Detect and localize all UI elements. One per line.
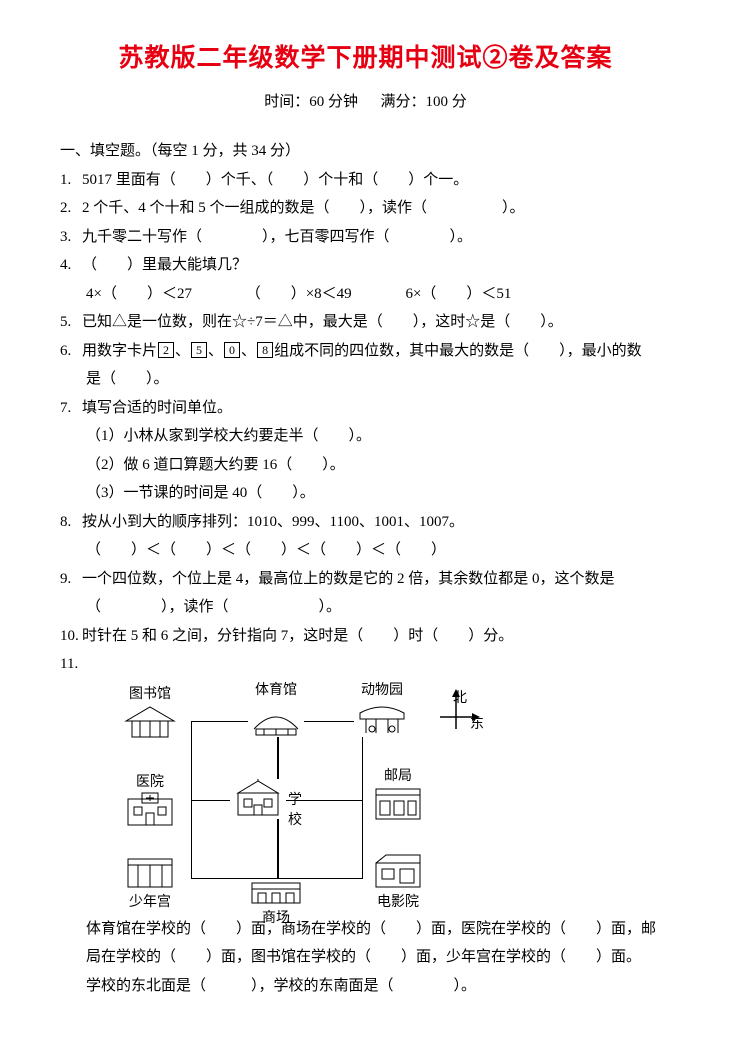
place-hospital: 医院 bbox=[122, 771, 178, 829]
score-label: 满分：100 分 bbox=[381, 94, 467, 110]
mall-label: 商场 bbox=[248, 907, 304, 927]
q9-text-a: 一个四位数，个位上是 4，最高位上的数是它的 2 倍，其余数位都是 0，这个数是 bbox=[82, 571, 615, 587]
cinema-label: 电影院 bbox=[370, 891, 426, 911]
building-icon bbox=[122, 853, 178, 891]
gym-label: 体育馆 bbox=[248, 679, 304, 699]
time-label: 时间：60 分钟 bbox=[264, 94, 358, 110]
q6-prefix: 用数字卡片 bbox=[82, 343, 157, 359]
question-8: 8.按从小到大的顺序排列：1010、999、1100、1001、1007。 bbox=[60, 508, 671, 537]
q3-text: 九千零二十写作（ ），七百零四写作（ ）。 bbox=[82, 229, 472, 245]
question-4-row: 4×（ ）＜27 （ ）×8＜49 6×（ ）＜51 bbox=[60, 280, 671, 309]
q10-text: 时针在 5 和 6 之间，分针指向 7，这时是（ ）时（ ）分。 bbox=[82, 628, 513, 644]
question-7-1: （1）小林从家到学校大约要走半（ ）。 bbox=[60, 422, 671, 451]
card-icon: 0 bbox=[224, 342, 240, 358]
question-5: 5.已知△是一位数，则在☆÷7＝△中，最大是（ ），这时☆是（ ）。 bbox=[60, 308, 671, 337]
q1-text: 5017 里面有（ ）个千、（ ）个十和（ ）个一。 bbox=[82, 172, 468, 188]
building-icon bbox=[122, 703, 178, 741]
question-10: 10.时针在 5 和 6 之间，分针指向 7，这时是（ ）时（ ）分。 bbox=[60, 622, 671, 651]
place-gym: 体育馆 bbox=[248, 679, 304, 737]
zoo-label: 动物园 bbox=[354, 679, 410, 699]
building-icon bbox=[370, 785, 426, 823]
question-8b: （ ）＜（ ）＜（ ）＜（ ）＜（ ） bbox=[60, 536, 671, 565]
question-11: 11. bbox=[60, 650, 671, 679]
question-4: 4.（ ）里最大能填几？ bbox=[60, 251, 671, 280]
section-1-title: 一、填空题。 bbox=[60, 142, 150, 159]
card-icon: 2 bbox=[158, 342, 174, 358]
q4-text-a: （ ）里最大能填几？ bbox=[82, 257, 247, 273]
question-9b: （ ），读作（ ）。 bbox=[60, 593, 671, 622]
place-library: 图书馆 bbox=[122, 683, 178, 741]
question-3: 3.九千零二十写作（ ），七百零四写作（ ）。 bbox=[60, 223, 671, 252]
page-subtitle: 时间：60 分钟 满分：100 分 bbox=[60, 90, 671, 111]
card-icon: 8 bbox=[257, 342, 273, 358]
hospital-label: 医院 bbox=[122, 771, 178, 791]
q4-b1: 4×（ ）＜27 bbox=[86, 286, 192, 302]
question-11-text-c: 学校的东北面是（ ），学校的东南面是（ ）。 bbox=[60, 972, 671, 1001]
building-icon bbox=[248, 699, 304, 737]
building-icon bbox=[230, 779, 286, 819]
compass-icon: 北 东 bbox=[436, 689, 482, 735]
q8-text-a: 按从小到大的顺序排列：1010、999、1100、1001、1007。 bbox=[82, 514, 464, 530]
compass-north: 北 bbox=[453, 687, 467, 707]
building-icon bbox=[354, 699, 410, 737]
question-9: 9.一个四位数，个位上是 4，最高位上的数是它的 2 倍，其余数位都是 0，这个… bbox=[60, 565, 671, 594]
map-figure: 北 东 图书馆 体育馆 动物园 医院 bbox=[60, 683, 671, 913]
section-1-head: 一、填空题。（每空 1 分，共 34 分） bbox=[60, 137, 671, 166]
q7-text-a: 填写合适的时间单位。 bbox=[82, 400, 232, 416]
place-zoo: 动物园 bbox=[354, 679, 410, 737]
place-youth: 少年宫 bbox=[122, 853, 178, 911]
question-7-2: （2）做 6 道口算题大约要 16（ ）。 bbox=[60, 451, 671, 480]
building-icon bbox=[370, 853, 426, 891]
place-post: 邮局 bbox=[370, 765, 426, 823]
exam-page: 苏教版二年级数学下册期中测试②卷及答案 时间：60 分钟 满分：100 分 一、… bbox=[0, 0, 731, 1030]
place-cinema: 电影院 bbox=[370, 853, 426, 911]
question-1: 1.5017 里面有（ ）个千、（ ）个十和（ ）个一。 bbox=[60, 166, 671, 195]
question-7: 7.填写合适的时间单位。 bbox=[60, 394, 671, 423]
question-11-text-a: 体育馆在学校的（ ）面，商场在学校的（ ）面，医院在学校的（ ）面，邮 bbox=[60, 915, 671, 944]
page-title: 苏教版二年级数学下册期中测试②卷及答案 bbox=[60, 38, 671, 74]
place-school: 学校 bbox=[230, 779, 286, 819]
post-label: 邮局 bbox=[370, 765, 426, 785]
question-6: 6.用数字卡片2、5、0、8组成不同的四位数，其中最大的数是（ ），最小的数 bbox=[60, 337, 671, 366]
q5-text: 已知△是一位数，则在☆÷7＝△中，最大是（ ），这时☆是（ ）。 bbox=[82, 314, 563, 330]
place-mall: 商场 bbox=[248, 879, 304, 927]
question-7-3: （3）一节课的时间是 40（ ）。 bbox=[60, 479, 671, 508]
q4-b3: 6×（ ）＜51 bbox=[405, 286, 511, 302]
library-label: 图书馆 bbox=[122, 683, 178, 703]
youth-label: 少年宫 bbox=[122, 891, 178, 911]
building-icon bbox=[248, 879, 304, 907]
q6-suffix: 组成不同的四位数，其中最大的数是（ ），最小的数 bbox=[274, 343, 642, 359]
q11-num: 11. bbox=[60, 650, 82, 679]
question-6b: 是（ ）。 bbox=[60, 365, 671, 394]
q2-text: 2 个千、4 个十和 5 个一组成的数是（ ），读作（ ）。 bbox=[82, 200, 525, 216]
building-icon bbox=[122, 791, 178, 829]
compass-east: 东 bbox=[470, 713, 484, 733]
section-1-score: （每空 1 分，共 34 分） bbox=[150, 143, 300, 159]
question-11-text-b: 局在学校的（ ）面，图书馆在学校的（ ）面，少年宫在学校的（ ）面。 bbox=[60, 943, 671, 972]
q4-b2: （ ）×8＜49 bbox=[246, 286, 352, 302]
question-2: 2.2 个千、4 个十和 5 个一组成的数是（ ），读作（ ）。 bbox=[60, 194, 671, 223]
school-label: 学校 bbox=[288, 789, 302, 829]
card-icon: 5 bbox=[191, 342, 207, 358]
